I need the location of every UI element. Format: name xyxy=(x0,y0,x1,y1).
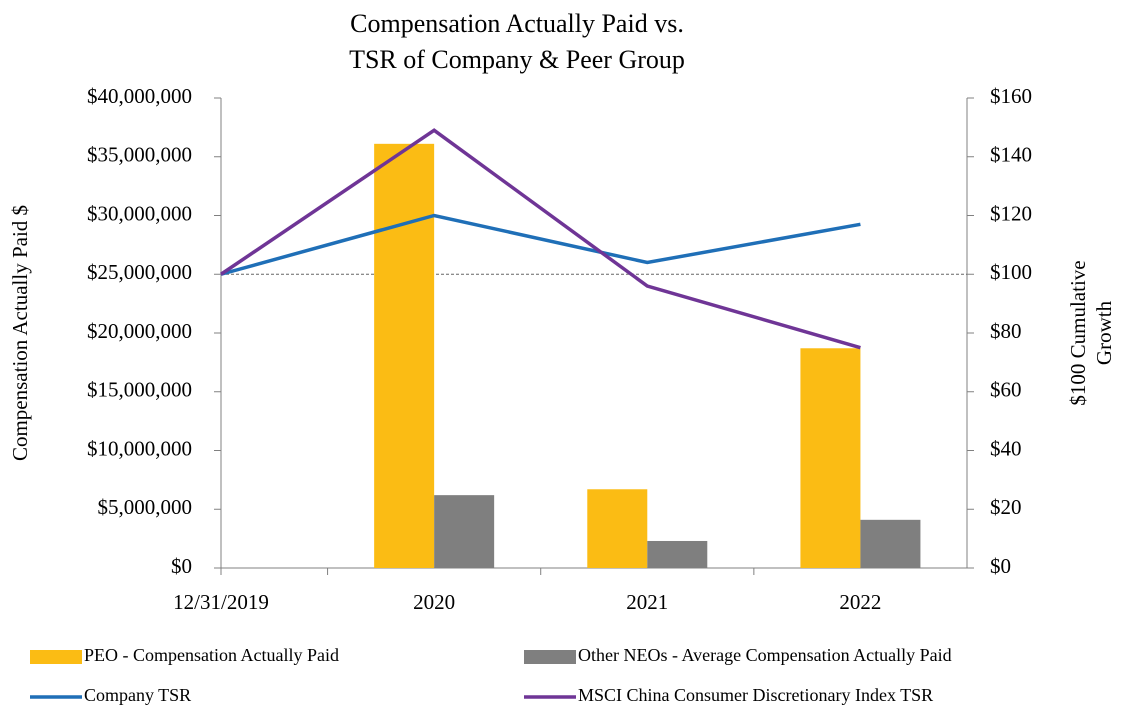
y-axis-title: Compensation Actually Paid $ xyxy=(8,205,32,461)
y2-tick-label: $80 xyxy=(990,319,1022,343)
line xyxy=(220,128,861,350)
x-tick-label: 2021 xyxy=(626,590,668,614)
y2-axis-title: Growth xyxy=(1092,300,1116,365)
y-tick-label: $10,000,000 xyxy=(87,436,192,460)
legend-label: MSCI China Consumer Discretionary Index … xyxy=(578,685,933,705)
legend-swatch xyxy=(30,650,82,664)
legend-label: Other NEOs - Average Compensation Actual… xyxy=(578,645,952,665)
y2-tick-label: $140 xyxy=(990,143,1032,167)
legend-swatch xyxy=(524,650,576,664)
x-tick-label: 12/31/2019 xyxy=(173,590,269,614)
y-tick-label: $35,000,000 xyxy=(87,143,192,167)
y2-axis-title: $100 Cumulative xyxy=(1066,260,1090,405)
y2-tick-label: $60 xyxy=(990,378,1022,402)
bar xyxy=(800,348,861,568)
y-tick-label: $25,000,000 xyxy=(87,260,192,284)
y2-tick-label: $120 xyxy=(990,201,1032,225)
bar xyxy=(374,143,435,568)
bar xyxy=(647,540,708,568)
bar xyxy=(860,519,921,568)
y2-tick-label: $160 xyxy=(990,84,1032,108)
y-tick-label: $15,000,000 xyxy=(87,378,192,402)
y2-tick-label: $100 xyxy=(990,260,1032,284)
legend-label: PEO - Compensation Actually Paid xyxy=(84,645,339,665)
y-tick-label: $5,000,000 xyxy=(98,495,193,519)
y2-tick-label: $20 xyxy=(990,495,1022,519)
y-tick-label: $0 xyxy=(171,554,192,578)
y2-tick-label: $40 xyxy=(990,436,1022,460)
chart-title: TSR of Company & Peer Group xyxy=(349,45,685,74)
y-tick-label: $40,000,000 xyxy=(87,84,192,108)
line xyxy=(220,213,861,276)
x-tick-label: 2020 xyxy=(413,590,455,614)
y-tick-label: $20,000,000 xyxy=(87,319,192,343)
bar xyxy=(587,489,648,568)
chart-title: Compensation Actually Paid vs. xyxy=(350,9,684,38)
x-tick-label: 2022 xyxy=(839,590,881,614)
y-tick-label: $30,000,000 xyxy=(87,201,192,225)
bar xyxy=(434,495,495,568)
legend-label: Company TSR xyxy=(84,685,191,705)
y2-tick-label: $0 xyxy=(990,554,1011,578)
